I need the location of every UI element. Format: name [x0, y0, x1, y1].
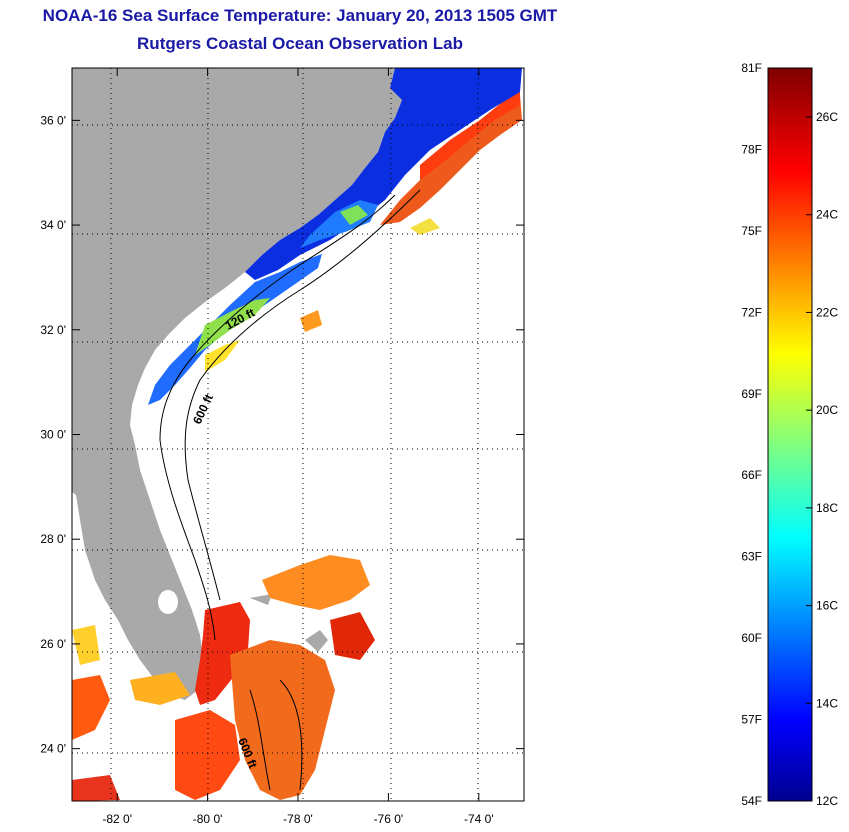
colorbar-c-label: 12C [816, 794, 838, 808]
colorbar-f-label: 78F [741, 142, 762, 156]
sst-bahamas-north [262, 555, 370, 610]
sst-coastal-green [340, 205, 368, 225]
lat-tick-label: 28 0' [40, 532, 66, 546]
colorbar-c-label: 16C [816, 599, 838, 613]
land-island [250, 594, 272, 605]
colorbar-f-label: 63F [741, 550, 762, 564]
colorbar-f-label: 60F [741, 631, 762, 645]
sst-sw-red [72, 675, 110, 740]
lat-tick-label: 36 0' [40, 113, 66, 127]
sst-shelf-band [148, 254, 322, 405]
lat-tick-label: 34 0' [40, 218, 66, 232]
sst-shelf-green [195, 298, 270, 355]
lon-tick-label: -76 0' [374, 812, 404, 826]
colorbar-c-label: 22C [816, 305, 838, 319]
lat-tick-label: 24 0' [40, 742, 66, 756]
lon-tick-label: -74 0' [464, 812, 494, 826]
colorbar-f-label: 75F [741, 224, 762, 238]
colorbar [767, 67, 813, 802]
colorbar-f-label: 54F [741, 794, 762, 808]
map-title: NOAA-16 Sea Surface Temperature: January… [42, 6, 558, 25]
sst-southeast [330, 612, 375, 660]
sst-gulf-stream [380, 95, 522, 225]
sst-gulf-stream-core [420, 92, 520, 180]
colorbar-f-label: 69F [741, 387, 762, 401]
map-subtitle: Rutgers Coastal Ocean Observation Lab [137, 34, 463, 53]
sst-south-warm [195, 602, 250, 705]
colorbar-f-label: 57F [741, 713, 762, 727]
sst-shelf-yellow [205, 340, 240, 372]
sst-gulf-yellow [130, 672, 190, 705]
lon-tick-label: -82 0' [102, 812, 132, 826]
colorbar-f-label: 72F [741, 305, 762, 319]
map-gridlines [72, 68, 524, 801]
lat-tick-label: 30 0' [40, 428, 66, 442]
lon-tick-label: -80 0' [193, 812, 223, 826]
lat-tick-label: 26 0' [40, 637, 66, 651]
sst-south-red [175, 710, 240, 800]
sst-offshore-yellow [410, 218, 440, 235]
colorbar-c-label: 14C [816, 696, 838, 710]
land-island [305, 630, 328, 652]
sst-gulf-west [72, 625, 100, 665]
colorbar-c-label: 26C [816, 110, 838, 124]
sst-coastal-cold [245, 68, 522, 280]
sst-offshore-orange [300, 310, 322, 332]
colorbar-f-label: 66F [741, 468, 762, 482]
sst-bottom-left [72, 775, 120, 801]
sst-bahamas-orange [230, 640, 335, 800]
land-mainland [72, 68, 402, 700]
colorbar-c-label: 18C [816, 501, 838, 515]
colorbar-f-label: 81F [741, 61, 762, 75]
bathymetry-contours [159, 189, 421, 791]
lon-tick-label: -78 0' [283, 812, 313, 826]
colorbar-c-label: 20C [816, 403, 838, 417]
lat-tick-label: 32 0' [40, 323, 66, 337]
lake-okeechobee [158, 590, 178, 614]
colorbar-c-label: 24C [816, 208, 838, 222]
